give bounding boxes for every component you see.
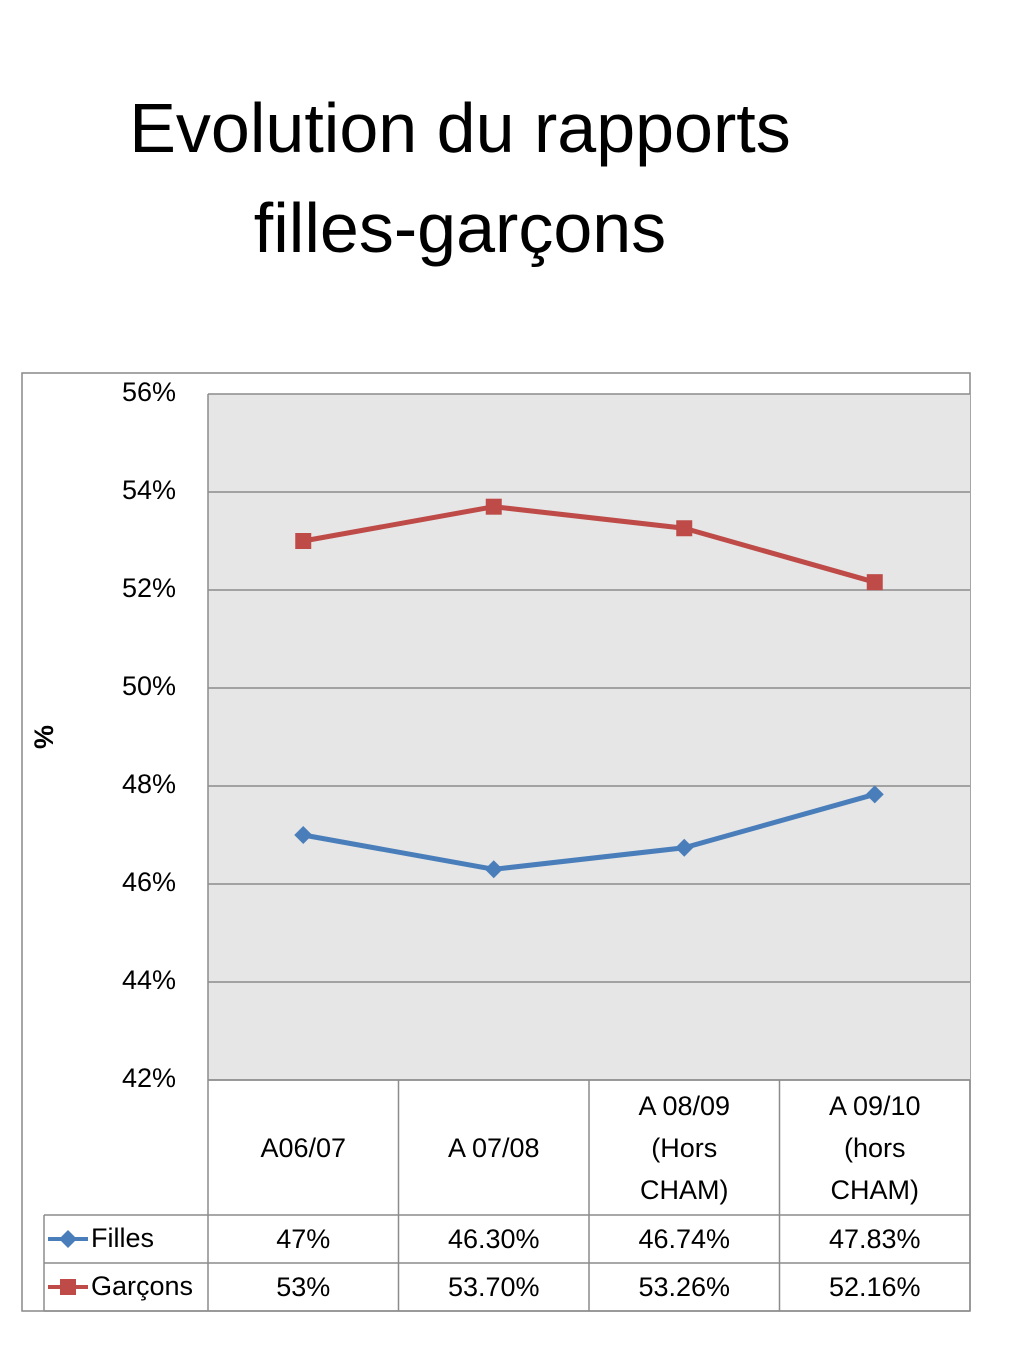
y-tick-label: 44% (122, 965, 176, 995)
series-line (302, 504, 876, 585)
x-tick-label: A06/07 (260, 1132, 347, 1163)
legend-marker (60, 1279, 76, 1295)
marker (676, 520, 693, 537)
y-tick-label: 52% (122, 573, 176, 603)
x-tick-label: A 07/08 (447, 1132, 540, 1163)
x-tick-label: A 09/10 (hors CHAM) (828, 1090, 921, 1205)
plot-area (208, 394, 970, 1080)
marker (484, 860, 503, 879)
legend-label: Garçons (91, 1271, 193, 1301)
series-line (302, 791, 876, 872)
marker (866, 574, 883, 591)
marker (485, 498, 502, 515)
y-tick-label: 56% (122, 377, 176, 407)
legend-label: Filles (91, 1223, 154, 1253)
y-tick-label: 42% (122, 1063, 176, 1093)
legend-marker (59, 1230, 77, 1248)
marker (865, 785, 884, 804)
y-tick-label: 48% (122, 769, 176, 799)
y-axis-label: % (29, 725, 59, 749)
y-tick-label: 50% (122, 671, 176, 701)
data-table-value: 53% (276, 1272, 331, 1302)
marker (675, 838, 694, 857)
y-tick-label: 46% (122, 867, 176, 897)
data-table-value: 47.83% (828, 1224, 921, 1254)
marker (294, 826, 313, 844)
chart-title: Evolution du rapports filles-garçons (129, 89, 791, 267)
data-table-value: 52.16% (828, 1272, 921, 1302)
data-table-value: 53.70% (447, 1272, 540, 1302)
data-table-value: 53.26% (638, 1272, 731, 1302)
data-table-value: 46.30% (447, 1224, 540, 1254)
y-tick-label: 54% (122, 475, 176, 505)
marker (295, 533, 312, 549)
data-table-value: 46.74% (638, 1224, 731, 1254)
x-tick-label: A 08/09 (Hors CHAM) (638, 1090, 731, 1205)
data-table-value: 47% (276, 1224, 331, 1254)
